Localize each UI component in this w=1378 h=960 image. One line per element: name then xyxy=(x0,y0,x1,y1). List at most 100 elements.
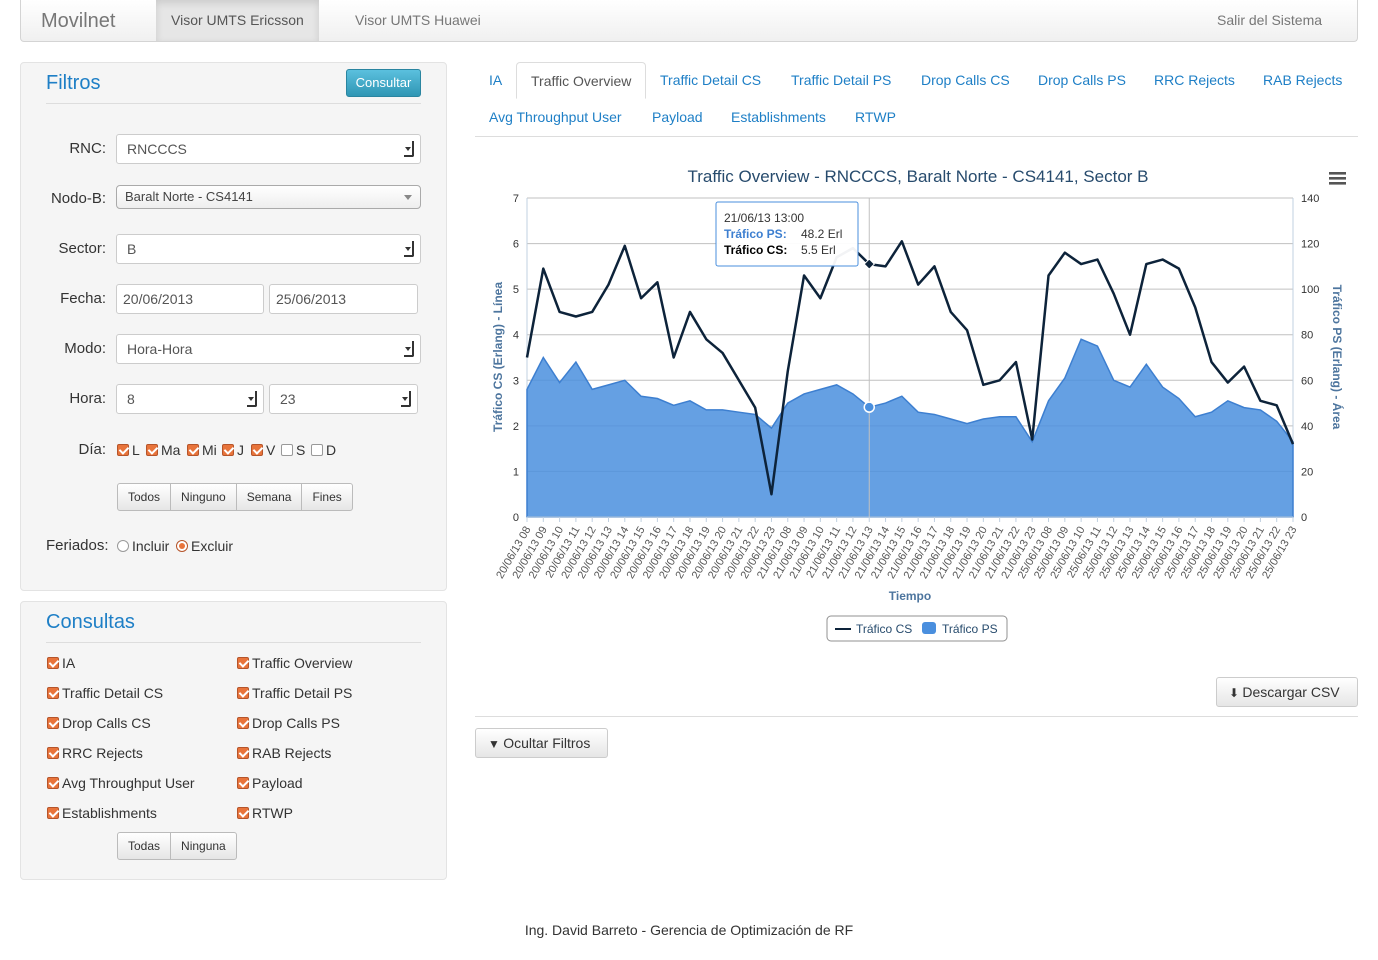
y-right-tick: 140 xyxy=(1301,193,1319,205)
tab-ia[interactable]: IA xyxy=(489,72,503,88)
consulta-label: RAB Rejects xyxy=(252,745,332,761)
y-left-tick: 4 xyxy=(513,330,519,342)
checkbox-checked-icon xyxy=(47,777,59,789)
consulta-checkbox-traffic-detail-ps[interactable]: Traffic Detail PS xyxy=(237,685,352,701)
dia-checkbox-d[interactable]: D xyxy=(311,442,336,458)
nav-item-ericsson[interactable]: Visor UMTS Ericsson xyxy=(156,0,319,41)
consulta-label: IA xyxy=(62,655,76,671)
feriados-excluir[interactable]: Excluir xyxy=(176,538,233,554)
dia-checkbox-s[interactable]: S xyxy=(281,442,305,458)
radio-icon xyxy=(117,540,129,552)
chevron-down-icon xyxy=(404,195,412,204)
checkbox-checked-icon xyxy=(222,444,234,456)
legend-box xyxy=(826,615,1008,642)
hora-desde-value: 8 xyxy=(127,391,135,407)
consulta-checkbox-traffic-detail-cs[interactable]: Traffic Detail CS xyxy=(47,685,163,701)
tab-traffic-detail-cs[interactable]: Traffic Detail CS xyxy=(660,72,762,88)
rnc-select[interactable]: RNCCCS xyxy=(116,134,421,164)
y-left-tick: 6 xyxy=(513,239,519,251)
hora-hasta-select[interactable]: 23 xyxy=(269,384,418,414)
consulta-checkbox-traffic-overview[interactable]: Traffic Overview xyxy=(237,655,352,671)
y-right-axis-label: Tráfico PS (Erlang) - Área xyxy=(1330,285,1345,430)
consulta-label: Traffic Detail CS xyxy=(62,685,164,701)
consulta-label: RRC Rejects xyxy=(62,745,143,761)
tab-rab-rejects[interactable]: RAB Rejects xyxy=(1263,72,1343,88)
hide-filters-button[interactable]: ▼ Ocultar Filtros xyxy=(475,728,608,758)
todas-button[interactable]: Todas xyxy=(118,833,172,859)
dia-checkbox-label: Mi xyxy=(202,442,217,458)
checkbox-checked-icon xyxy=(47,657,59,669)
filters-title: Filtros xyxy=(46,72,101,94)
consulta-checkbox-payload[interactable]: Payload xyxy=(237,775,303,791)
consultas-title: Consultas xyxy=(46,611,135,633)
consulta-label: Payload xyxy=(252,775,303,791)
incluir-label: Incluir xyxy=(132,538,170,554)
y-right-tick: 40 xyxy=(1301,421,1313,433)
dia-checkbox-label: S xyxy=(296,442,306,458)
tab-traffic-overview[interactable]: Traffic Overview xyxy=(516,62,647,99)
fecha-hasta-input[interactable]: 25/06/2013 xyxy=(269,284,418,314)
tab-drop-calls-ps[interactable]: Drop Calls PS xyxy=(1038,72,1126,88)
tab-rrc-rejects[interactable]: RRC Rejects xyxy=(1154,72,1235,88)
consulta-label: Drop Calls PS xyxy=(252,715,340,731)
consulta-label: Avg Throughput User xyxy=(62,775,195,791)
todos-button[interactable]: Todos xyxy=(118,484,172,510)
modo-select[interactable]: Hora-Hora xyxy=(116,334,421,364)
logout-link[interactable]: Salir del Sistema xyxy=(1217,12,1323,28)
consulta-checkbox-rrc-rejects[interactable]: RRC Rejects xyxy=(47,745,143,761)
dia-checkbox-label: D xyxy=(326,442,337,458)
ninguna-button[interactable]: Ninguna xyxy=(181,839,226,853)
consulta-checkbox-rtwp[interactable]: RTWP xyxy=(237,805,293,821)
dia-checkbox-j[interactable]: J xyxy=(222,442,244,458)
consulta-checkbox-drop-calls-cs[interactable]: Drop Calls CS xyxy=(47,715,151,731)
hora-desde-select[interactable]: 8 xyxy=(116,384,264,414)
tooltip-cs-label: Tráfico CS: xyxy=(724,243,787,257)
dia-checkbox-ma[interactable]: Ma xyxy=(146,442,180,458)
checkbox-checked-icon xyxy=(117,444,129,456)
fecha-desde-input[interactable]: 20/06/2013 xyxy=(116,284,264,314)
fines-button[interactable]: Fines xyxy=(312,490,342,504)
ninguno-button[interactable]: Ninguno xyxy=(171,484,237,510)
consulta-checkbox-avg-throughput-user[interactable]: Avg Throughput User xyxy=(47,775,195,791)
chart-menu-icon[interactable] xyxy=(1329,172,1346,185)
consulta-checkbox-drop-calls-ps[interactable]: Drop Calls PS xyxy=(237,715,340,731)
consulta-label: Traffic Overview xyxy=(252,655,353,671)
consulta-checkbox-ia[interactable]: IA xyxy=(47,655,75,671)
tab-rtwp[interactable]: RTWP xyxy=(855,109,896,125)
y-left-tick: 5 xyxy=(513,284,519,296)
series-line-trafico-cs xyxy=(525,240,1295,496)
y-left-tick: 2 xyxy=(513,421,519,433)
checkbox-checked-icon xyxy=(237,747,249,759)
semana-button[interactable]: Semana xyxy=(237,484,303,510)
dia-checkbox-mi[interactable]: Mi xyxy=(187,442,217,458)
legend-label-ps: Tráfico PS xyxy=(942,622,998,636)
y-left-tick: 3 xyxy=(513,375,519,387)
sector-value: B xyxy=(127,241,137,257)
dia-checkbox-l[interactable]: L xyxy=(117,442,140,458)
tab-traffic-detail-ps[interactable]: Traffic Detail PS xyxy=(791,72,892,88)
dia-checkbox-label: L xyxy=(132,442,140,458)
csv-download-button[interactable]: ⬇︎ Descargar CSV xyxy=(1216,677,1358,707)
consulta-checkbox-establishments[interactable]: Establishments xyxy=(47,805,157,821)
hover-marker-ps xyxy=(863,401,876,413)
checkbox-checked-icon xyxy=(47,687,59,699)
download-icon: ⬇︎ xyxy=(1229,686,1243,700)
radio-checked-icon xyxy=(176,540,188,552)
checkbox-checked-icon xyxy=(237,717,249,729)
dia-checkbox-v[interactable]: V xyxy=(251,442,275,458)
checkbox-checked-icon xyxy=(47,807,59,819)
feriados-incluir[interactable]: Incluir xyxy=(117,538,169,554)
consultar-button[interactable]: Consultar xyxy=(346,69,421,97)
sector-select[interactable]: B xyxy=(116,234,421,264)
nav-item-huawei[interactable]: Visor UMTS Huawei xyxy=(355,12,481,28)
tab-payload[interactable]: Payload xyxy=(652,109,703,125)
tooltip-ps-label: Tráfico PS: xyxy=(724,227,787,241)
checkbox-icon xyxy=(281,444,293,456)
tab-avg-throughput-user[interactable]: Avg Throughput User xyxy=(489,109,622,125)
nodob-select[interactable]: Baralt Norte - CS4141 xyxy=(116,185,421,209)
brand[interactable]: Movilnet xyxy=(41,10,116,32)
tab-drop-calls-cs[interactable]: Drop Calls CS xyxy=(921,72,1010,88)
tab-establishments[interactable]: Establishments xyxy=(731,109,826,125)
consulta-label: RTWP xyxy=(252,805,293,821)
consulta-checkbox-rab-rejects[interactable]: RAB Rejects xyxy=(237,745,331,761)
